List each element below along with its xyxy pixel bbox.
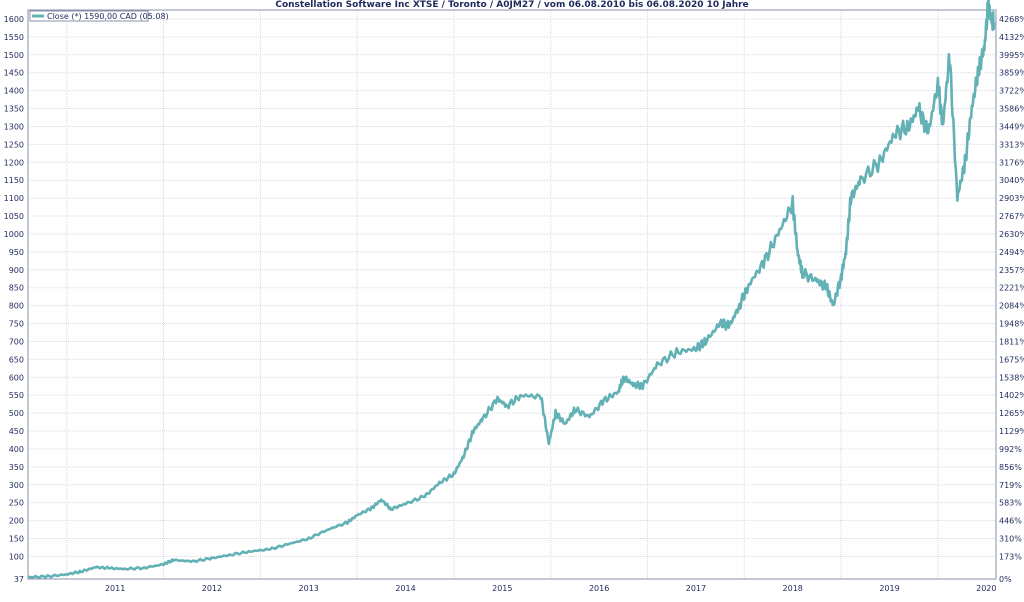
y-tick-label-left: 1000 xyxy=(4,230,24,239)
y-tick-label-left: 1100 xyxy=(4,194,24,203)
y-tick-label-left: 1550 xyxy=(4,33,24,42)
y-tick-label-right: 3313% xyxy=(999,140,1024,149)
y-tick-label-right: 2903% xyxy=(999,194,1024,203)
y-tick-label-left: 750 xyxy=(9,320,24,329)
series-layer xyxy=(27,0,996,580)
y-tick-label-left: 600 xyxy=(9,373,24,382)
y-tick-label-right: 2221% xyxy=(999,284,1024,293)
y-tick-label-right: 446% xyxy=(999,517,1022,526)
y-tick-label-left: 37 xyxy=(14,575,24,584)
y-tick-label-left: 1200 xyxy=(4,158,24,167)
x-tick-label: 2013 xyxy=(299,584,319,593)
y-tick-label-left: 450 xyxy=(9,427,24,436)
y-tick-label-right: 4268% xyxy=(999,15,1024,24)
legend: Close (*) 1590,00 CAD (05.08) xyxy=(29,10,169,22)
y-tick-label-left: 350 xyxy=(9,463,24,472)
y-tick-label-right: 719% xyxy=(999,481,1022,490)
y-tick-label-left: 1300 xyxy=(4,122,24,131)
y-tick-label-right: 1538% xyxy=(999,373,1024,382)
y-tick-label-right: 4132% xyxy=(999,33,1024,42)
y-tick-label-left: 700 xyxy=(9,337,24,346)
x-tick-label: 2012 xyxy=(202,584,222,593)
x-tick-label: 2014 xyxy=(395,584,415,593)
y-tick-label-left: 400 xyxy=(9,445,24,454)
y-tick-label-left: 250 xyxy=(9,499,24,508)
y-tick-label-right: 2630% xyxy=(999,230,1024,239)
y-tick-label-left: 1150 xyxy=(4,176,24,185)
x-tick-label: 2015 xyxy=(492,584,512,593)
y-tick-label-left: 1050 xyxy=(4,212,24,221)
y-tick-label-left: 100 xyxy=(9,552,24,561)
y-tick-label-left: 950 xyxy=(9,248,24,257)
y-tick-label-left: 300 xyxy=(9,481,24,490)
grid xyxy=(28,10,996,579)
y-tick-label-left: 200 xyxy=(9,517,24,526)
y-tick-label-right: 1811% xyxy=(999,337,1024,346)
y-tick-label-left: 900 xyxy=(9,266,24,275)
y-tick-label-right: 2357% xyxy=(999,266,1024,275)
y-tick-label-right: 310% xyxy=(999,535,1022,544)
axes: 37 0% 100 173% 150 310% 200 446% 250 583% 300 719% 3… xyxy=(4,15,1024,593)
y-tick-label-left: 1500 xyxy=(4,51,24,60)
y-tick-label-right: 2494% xyxy=(999,248,1024,257)
y-tick-label-right: 3176% xyxy=(999,158,1024,167)
y-tick-label-right: 0% xyxy=(999,575,1012,584)
x-tick-label: 2019 xyxy=(879,584,899,593)
y-tick-label-left: 1400 xyxy=(4,87,24,96)
y-tick-label-right: 1675% xyxy=(999,355,1024,364)
y-tick-label-right: 2084% xyxy=(999,302,1024,311)
x-tick-label: 2018 xyxy=(783,584,803,593)
y-tick-label-left: 850 xyxy=(9,284,24,293)
y-tick-label-right: 1265% xyxy=(999,409,1024,418)
series-line xyxy=(27,0,996,580)
x-tick-label: 2011 xyxy=(105,584,125,593)
y-tick-label-left: 1600 xyxy=(4,15,24,24)
y-tick-label-right: 992% xyxy=(999,445,1022,454)
chart-title: Constellation Software Inc XTSE / Toront… xyxy=(275,0,748,10)
y-tick-label-left: 550 xyxy=(9,391,24,400)
y-tick-label-right: 1129% xyxy=(999,427,1024,436)
y-tick-label-left: 500 xyxy=(9,409,24,418)
y-tick-label-right: 3722% xyxy=(999,87,1024,96)
y-tick-label-right: 3040% xyxy=(999,176,1024,185)
y-tick-label-right: 173% xyxy=(999,552,1022,561)
plot-frame xyxy=(27,9,997,580)
y-tick-label-right: 3859% xyxy=(999,69,1024,78)
y-tick-label-left: 1250 xyxy=(4,140,24,149)
legend-label: Close (*) 1590,00 CAD (05.08) xyxy=(47,12,169,21)
x-tick-label: 2016 xyxy=(589,584,609,593)
y-tick-label-left: 1350 xyxy=(4,105,24,114)
y-tick-label-right: 1402% xyxy=(999,391,1024,400)
y-tick-label-right: 3995% xyxy=(999,51,1024,60)
y-tick-label-right: 856% xyxy=(999,463,1022,472)
y-tick-label-left: 1450 xyxy=(4,69,24,78)
legend-box xyxy=(29,10,149,22)
y-tick-label-left: 150 xyxy=(9,535,24,544)
y-tick-label-right: 2767% xyxy=(999,212,1024,221)
y-tick-label-right: 3449% xyxy=(999,122,1024,131)
x-tick-label: 2017 xyxy=(686,584,706,593)
y-tick-label-left: 650 xyxy=(9,355,24,364)
y-tick-label-right: 1948% xyxy=(999,320,1024,329)
x-tick-label: 2020 xyxy=(976,584,996,593)
y-tick-label-left: 800 xyxy=(9,302,24,311)
y-tick-label-right: 583% xyxy=(999,499,1022,508)
y-tick-label-right: 3586% xyxy=(999,105,1024,114)
